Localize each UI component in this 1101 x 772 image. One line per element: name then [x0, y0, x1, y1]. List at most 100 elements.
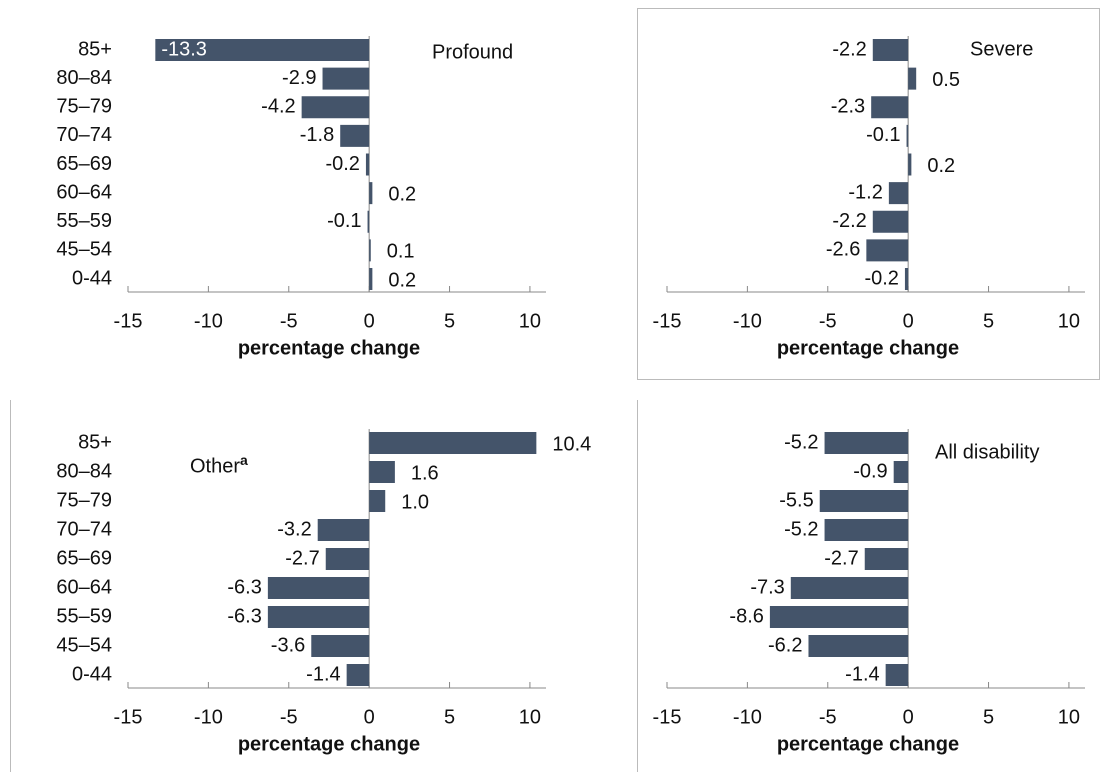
- y-tick-label: 75–79: [56, 489, 112, 511]
- data-label: -2.7: [285, 547, 319, 569]
- data-label: -6.3: [227, 576, 261, 598]
- data-label: -2.2: [832, 38, 866, 60]
- data-label: -1.8: [300, 124, 334, 146]
- data-label: 0.5: [932, 69, 960, 91]
- panel-title: Othera: [190, 452, 248, 478]
- bar: [824, 519, 909, 541]
- bar: [819, 490, 909, 512]
- bar: [369, 432, 537, 454]
- bar: [267, 606, 370, 628]
- bar: [367, 210, 370, 233]
- data-label: -3.2: [277, 518, 311, 540]
- y-tick-label: 85+: [78, 38, 112, 60]
- data-label: 0.1: [387, 241, 415, 263]
- data-label: -2.3: [831, 96, 865, 118]
- data-label: -0.9: [853, 460, 887, 482]
- y-tick-label: 60–64: [56, 181, 112, 203]
- x-tick-label: 5: [983, 706, 994, 728]
- bar: [769, 606, 909, 628]
- y-tick-label: 80–84: [56, 67, 112, 89]
- data-label: -1.2: [848, 181, 882, 203]
- y-tick-label: 55–59: [56, 605, 112, 627]
- data-label: 1.0: [401, 491, 429, 513]
- x-tick-label: -5: [819, 706, 837, 728]
- bar: [888, 182, 909, 205]
- bar: [790, 577, 909, 599]
- y-tick-label: 70–74: [56, 124, 112, 146]
- bar: [908, 153, 912, 176]
- bar: [301, 96, 370, 119]
- bar: [325, 548, 370, 570]
- data-label: -0.2: [325, 153, 359, 175]
- x-tick-label: -5: [819, 310, 837, 332]
- y-tick-label: 45–54: [56, 634, 112, 656]
- x-axis-label: percentage change: [238, 733, 420, 755]
- x-tick-label: -15: [653, 706, 682, 728]
- bar: [864, 548, 909, 570]
- x-tick-label: 10: [519, 706, 541, 728]
- x-tick-label: 5: [983, 310, 994, 332]
- data-label: -3.6: [271, 634, 305, 656]
- y-tick-label: 55–59: [56, 210, 112, 232]
- y-tick-label: 80–84: [56, 460, 112, 482]
- bar: [904, 268, 909, 290]
- x-tick-label: -5: [280, 310, 298, 332]
- y-tick-label: 60–64: [56, 576, 112, 598]
- bar: [369, 268, 373, 290]
- title-superscript: a: [240, 452, 248, 468]
- x-tick-label: -10: [194, 310, 223, 332]
- y-tick-label: 70–74: [56, 518, 112, 540]
- bar: [824, 432, 909, 454]
- bar: [311, 635, 370, 657]
- x-axis-label: percentage change: [238, 337, 420, 359]
- bar: [346, 664, 370, 686]
- panel-border: [637, 8, 1100, 380]
- x-tick-label: 10: [519, 310, 541, 332]
- x-tick-label: -10: [733, 310, 762, 332]
- data-label: -1.4: [306, 663, 340, 685]
- x-tick-label: 5: [444, 706, 455, 728]
- x-tick-label: 0: [903, 706, 914, 728]
- panel-title: All disability: [935, 441, 1039, 463]
- x-tick-label: 10: [1058, 706, 1080, 728]
- x-tick-label: -15: [653, 310, 682, 332]
- y-tick-label: 0-44: [72, 267, 112, 289]
- y-tick-label: 45–54: [56, 239, 112, 261]
- data-label: 0.2: [388, 269, 416, 291]
- panel-title: Severe: [970, 38, 1033, 60]
- x-tick-label: 0: [364, 310, 375, 332]
- data-label: 0.2: [388, 183, 416, 205]
- x-tick-label: -15: [114, 706, 143, 728]
- x-tick-label: 0: [903, 310, 914, 332]
- bar: [908, 67, 917, 90]
- data-label: -0.1: [327, 210, 361, 232]
- data-label: -6.2: [768, 634, 802, 656]
- x-tick-label: 0: [364, 706, 375, 728]
- y-tick-label: 85+: [78, 431, 112, 453]
- bar: [871, 96, 909, 119]
- data-label: -2.7: [824, 547, 858, 569]
- panel-title: Profound: [432, 41, 513, 63]
- bar: [322, 67, 370, 90]
- data-label: -2.9: [282, 67, 316, 89]
- x-axis-label: percentage change: [777, 733, 959, 755]
- bar: [317, 519, 370, 541]
- data-label: -2.2: [832, 210, 866, 232]
- data-label: -5.5: [779, 489, 813, 511]
- bar: [267, 577, 370, 599]
- data-label: -5.2: [784, 431, 818, 453]
- bar: [369, 461, 395, 483]
- data-label: 1.6: [411, 462, 439, 484]
- bar: [155, 39, 370, 61]
- data-label: -13.3: [161, 38, 207, 60]
- x-tick-label: 5: [444, 310, 455, 332]
- x-tick-label: 10: [1058, 310, 1080, 332]
- data-label: 0.2: [927, 155, 955, 177]
- data-label: -5.2: [784, 518, 818, 540]
- y-tick-label: 0-44: [72, 663, 112, 685]
- bar: [872, 39, 909, 61]
- x-tick-label: -10: [194, 706, 223, 728]
- data-label: -1.4: [845, 663, 879, 685]
- bar: [365, 153, 370, 176]
